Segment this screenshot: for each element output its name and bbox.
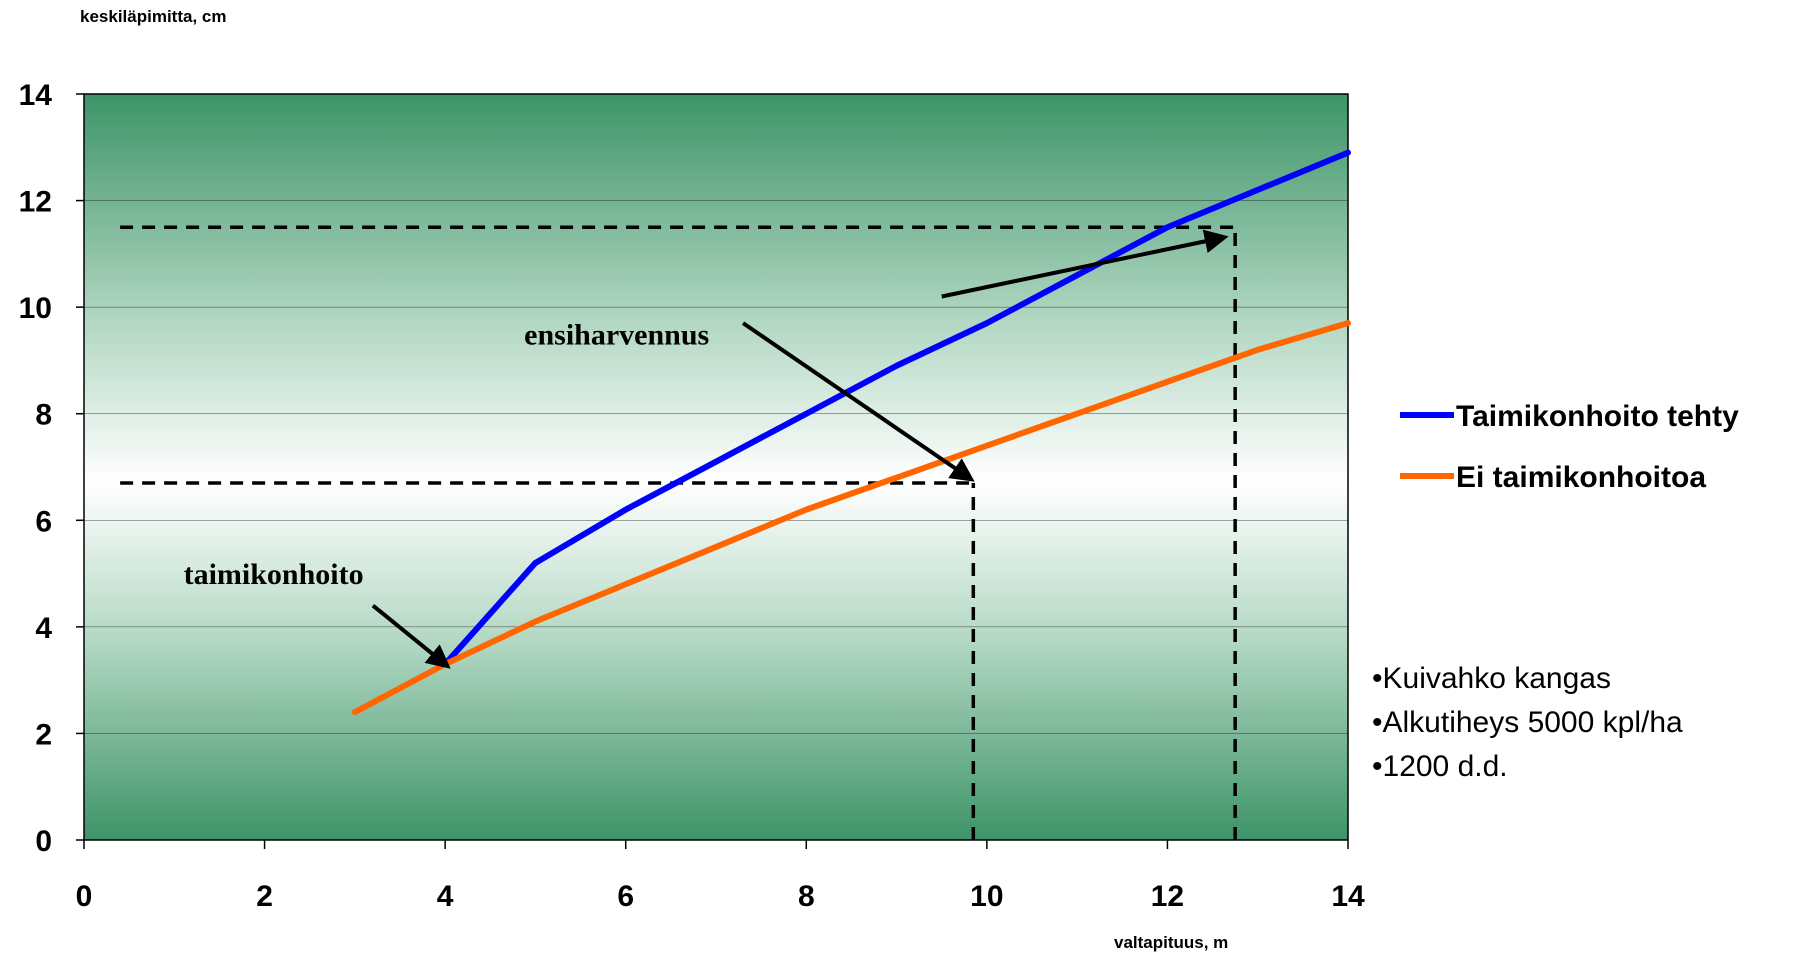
y-tick-labels: 0 2 4 6 8 10 12 14: [19, 79, 84, 858]
x-tick-label-8: 8: [798, 880, 815, 913]
y-tick-label-2: 2: [35, 718, 52, 751]
note-initial-density: •Alkutiheys 5000 kpl/ha: [1372, 706, 1683, 739]
series-layer: [351, 149, 1351, 716]
notes: •Kuivahko kangas •Alkutiheys 5000 kpl/ha…: [1372, 662, 1683, 783]
y-tick-label-12: 12: [19, 186, 52, 219]
x-tick-labels: 0 2 4 6 8 10 12 14: [76, 840, 1365, 913]
annotation-arrow-2-1: [941, 229, 1229, 299]
series-line-1: [442, 149, 1351, 668]
y-axis-title: keskiläpimitta, cm: [80, 7, 226, 26]
annotation-label-2: ensiharvennus: [524, 318, 709, 351]
series-line-2: [351, 320, 1351, 716]
annotation-arrows: [371, 229, 1229, 669]
y-tick-label-6: 6: [35, 505, 52, 538]
annotation-arrow-1-1: [371, 603, 451, 669]
x-tick-label-12: 12: [1151, 880, 1184, 913]
x-tick-label-10: 10: [970, 880, 1003, 913]
x-tick-label-6: 6: [617, 880, 634, 913]
annotation-arrow-2-2: [741, 321, 975, 482]
reference-lines: [120, 225, 1237, 840]
legend-item-taimikonhoito-tehty: Taimikonhoito tehty: [1400, 400, 1739, 433]
y-tick-label-0: 0: [35, 825, 52, 858]
annotation-label-1: taimikonhoito: [184, 558, 364, 591]
legend-label-taimikonhoito-tehty: Taimikonhoito tehty: [1456, 400, 1739, 433]
x-axis-title: valtapituus, m: [1114, 933, 1228, 952]
plot-border: [83, 93, 1349, 841]
legend-item-ei-taimikonhoitoa: Ei taimikonhoitoa: [1400, 461, 1706, 494]
y-tick-label-14: 14: [19, 79, 53, 112]
x-tick-label-4: 4: [437, 880, 454, 913]
x-tick-label-0: 0: [76, 880, 93, 913]
legend-label-ei-taimikonhoitoa: Ei taimikonhoitoa: [1456, 461, 1706, 494]
x-tick-label-14: 14: [1331, 880, 1365, 913]
y-tick-label-8: 8: [35, 399, 52, 432]
x-tick-label-2: 2: [256, 880, 273, 913]
legend: Taimikonhoito tehty Ei taimikonhoitoa: [1400, 400, 1739, 494]
y-tick-label-4: 4: [35, 612, 52, 645]
note-temperature-sum: •1200 d.d.: [1372, 750, 1508, 783]
gridlines: [84, 200, 1348, 734]
note-site-type: •Kuivahko kangas: [1372, 662, 1611, 695]
annotation-labels: taimikonhoito ensiharvennus: [184, 318, 710, 591]
plot-area: [84, 94, 1348, 840]
y-tick-label-10: 10: [19, 292, 52, 325]
